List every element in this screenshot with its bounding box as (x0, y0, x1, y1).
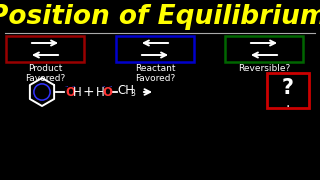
Text: H: H (73, 86, 81, 98)
Bar (116, 36, 194, 62)
Text: O: O (102, 86, 112, 98)
Text: Position of Equilibrium: Position of Equilibrium (0, 4, 320, 30)
Text: CH: CH (117, 84, 134, 98)
Bar (267, 73, 309, 108)
Text: +: + (82, 85, 94, 99)
Text: ··: ·· (101, 84, 106, 90)
Text: Reactant
Favored?: Reactant Favored? (135, 64, 175, 83)
Text: ?: ? (282, 78, 294, 98)
Text: Reversible?: Reversible? (238, 64, 290, 73)
Text: H: H (96, 86, 104, 98)
Bar (225, 36, 303, 62)
Text: O: O (65, 86, 75, 98)
Text: Product
Favored?: Product Favored? (25, 64, 65, 83)
Text: ··: ·· (64, 84, 69, 90)
Text: 3: 3 (131, 89, 135, 98)
Text: .: . (286, 96, 290, 110)
Text: ··: ·· (108, 84, 113, 90)
Text: ··: ·· (71, 84, 76, 90)
Bar (6, 36, 84, 62)
